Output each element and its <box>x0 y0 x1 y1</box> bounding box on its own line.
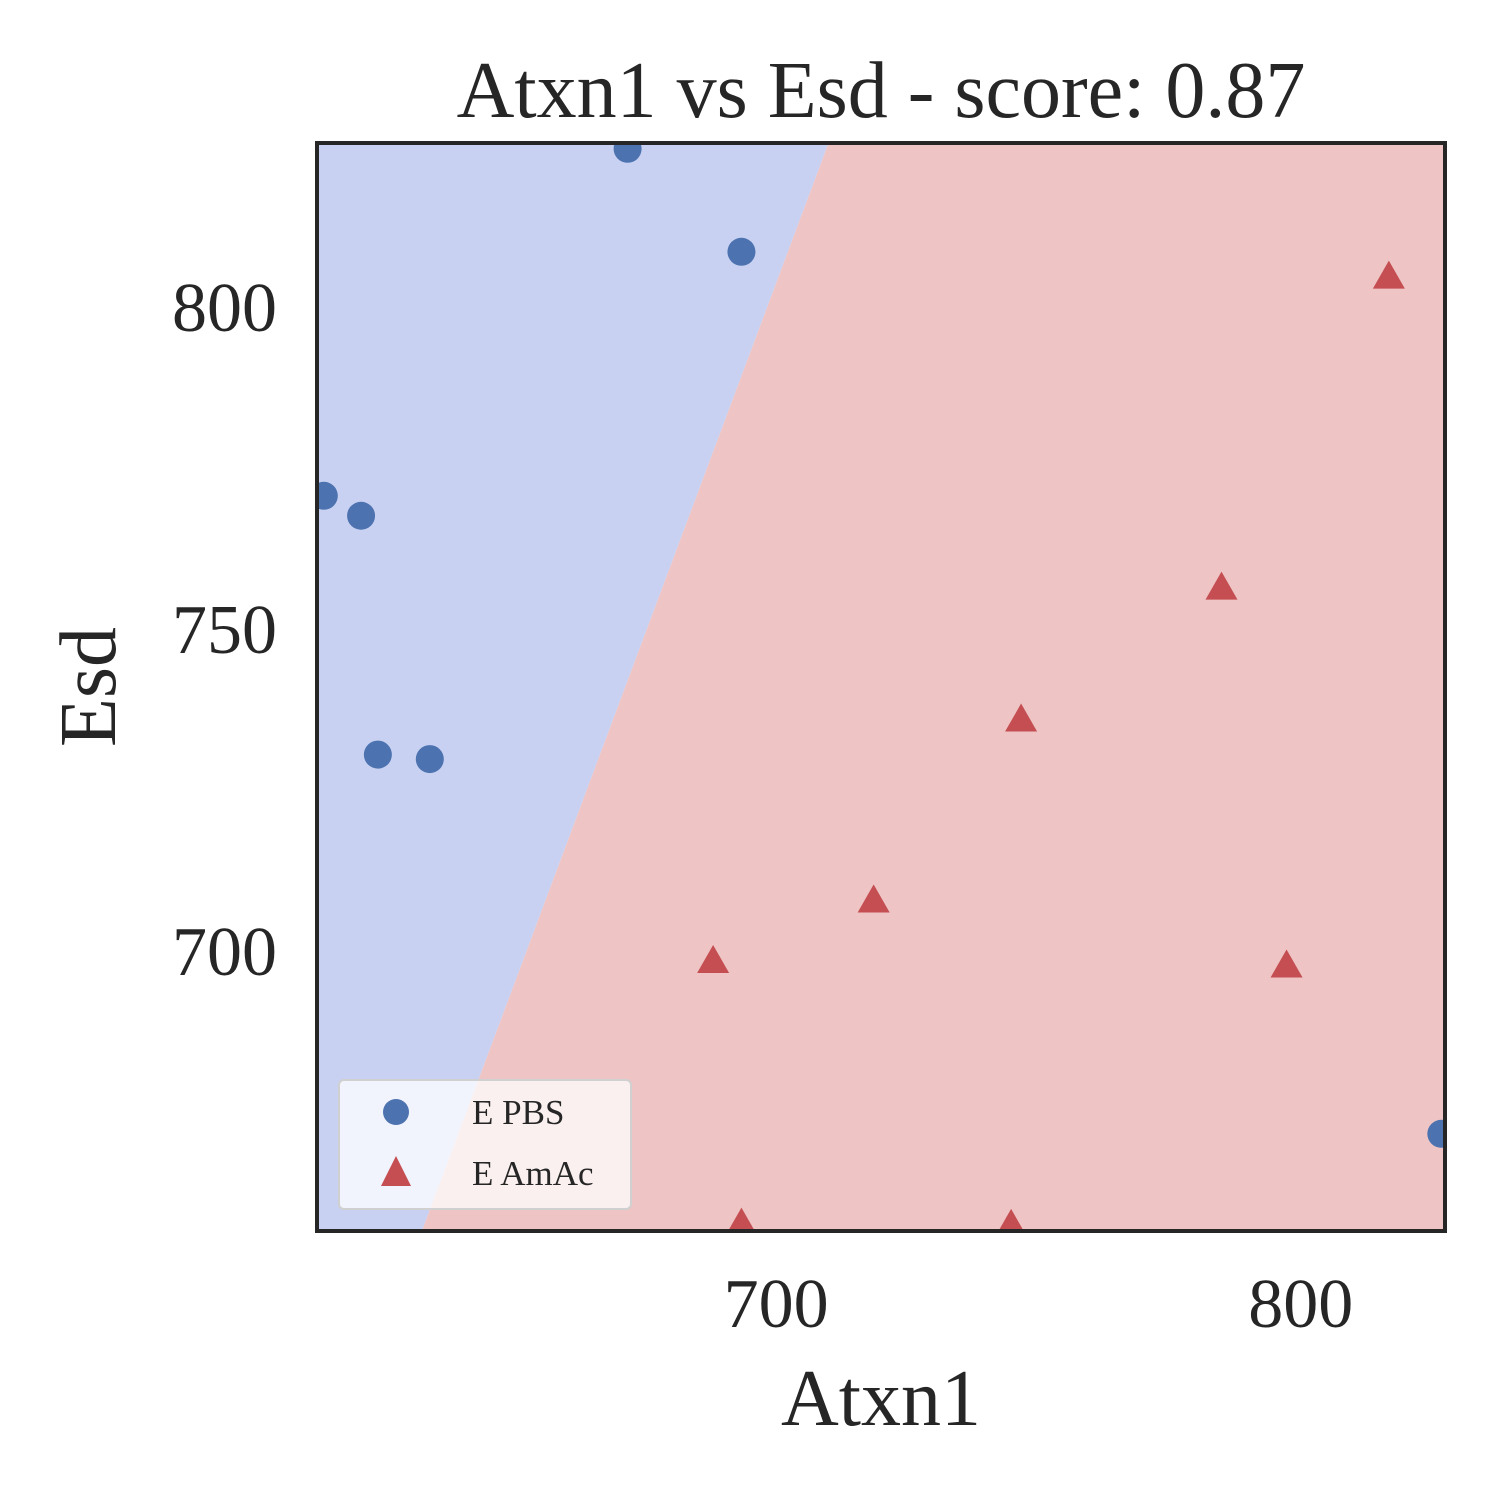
data-point-e-pbs <box>347 501 376 530</box>
data-point-e-amac <box>1205 571 1238 600</box>
legend-marker-e-pbs <box>383 1099 409 1125</box>
legend-box <box>338 1079 632 1210</box>
data-point-e-amac <box>1372 260 1405 289</box>
y-tick-label: 750 <box>172 592 277 669</box>
region-e-amac <box>421 143 1445 1231</box>
data-point-e-pbs <box>613 143 642 163</box>
legend-marker-e-amac <box>381 1156 411 1186</box>
y-tick-label: 700 <box>172 914 277 991</box>
data-point-e-pbs <box>1427 1119 1445 1148</box>
x-axis-ticks: 700 800 <box>724 1266 1354 1343</box>
x-axis-label: Atxn1 <box>781 1355 981 1443</box>
legend-label-e-amac: E AmAc <box>472 1154 594 1193</box>
x-tick-label: 700 <box>724 1266 829 1343</box>
data-point-e-pbs <box>415 745 444 774</box>
x-tick-label: 800 <box>1248 1266 1353 1343</box>
data-point-e-pbs <box>727 237 756 266</box>
data-point-e-amac <box>697 944 730 973</box>
legend: E PBS E AmAc <box>338 1079 632 1210</box>
y-axis-label: Esd <box>45 627 133 747</box>
data-point-e-pbs <box>317 481 338 510</box>
plot-frame <box>315 141 1447 1233</box>
data-point-e-amac <box>1005 703 1038 732</box>
chart-title: Atxn1 vs Esd - score: 0.87 <box>457 47 1306 135</box>
data-point-e-amac <box>728 1207 755 1231</box>
data-point-e-amac <box>998 1208 1024 1231</box>
points-layer <box>317 143 1445 1231</box>
y-axis-ticks: 700 750 800 <box>172 270 277 991</box>
region-e-pbs <box>317 143 829 1231</box>
y-tick-label: 800 <box>172 270 277 347</box>
data-point-e-amac <box>1270 949 1303 978</box>
plot-area <box>317 143 1445 1231</box>
data-point-e-amac <box>857 884 890 913</box>
data-point-e-pbs <box>363 740 392 769</box>
legend-label-e-pbs: E PBS <box>472 1093 564 1132</box>
